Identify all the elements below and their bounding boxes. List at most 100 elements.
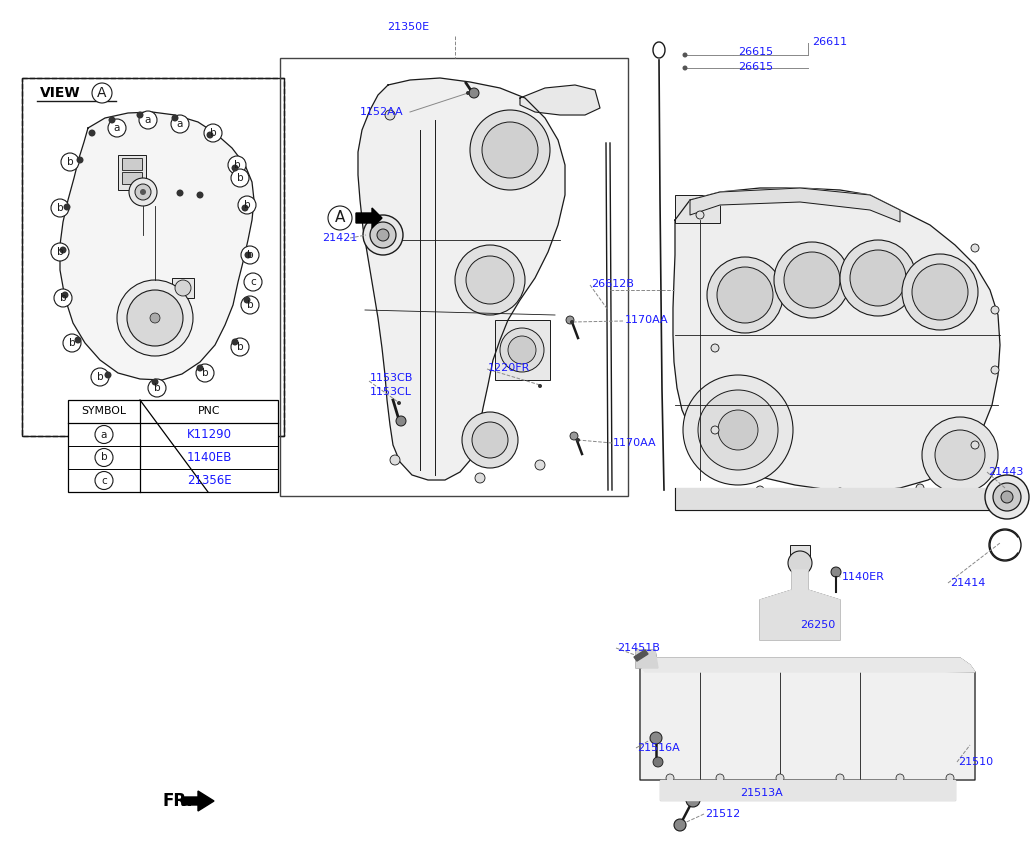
Circle shape — [716, 774, 724, 782]
Circle shape — [385, 110, 395, 120]
Circle shape — [711, 344, 719, 352]
Circle shape — [707, 257, 783, 333]
Circle shape — [475, 473, 485, 483]
Text: 21510: 21510 — [958, 757, 994, 767]
Circle shape — [244, 252, 252, 259]
Circle shape — [117, 280, 193, 356]
Circle shape — [148, 379, 166, 397]
Circle shape — [172, 114, 178, 121]
Circle shape — [109, 116, 116, 124]
Text: 21414: 21414 — [950, 578, 985, 588]
Circle shape — [63, 204, 70, 210]
Circle shape — [89, 130, 95, 137]
Circle shape — [508, 336, 536, 364]
Bar — [172, 278, 194, 298]
Circle shape — [95, 449, 113, 466]
Circle shape — [711, 426, 719, 434]
Circle shape — [535, 460, 545, 470]
Text: b: b — [246, 250, 254, 260]
Circle shape — [682, 53, 687, 58]
Bar — [22, 78, 284, 436]
Circle shape — [63, 334, 81, 352]
Text: b: b — [237, 173, 243, 183]
Circle shape — [472, 422, 508, 458]
Bar — [122, 158, 142, 170]
Text: b: b — [57, 203, 63, 213]
Circle shape — [92, 83, 112, 103]
Circle shape — [105, 371, 112, 378]
Polygon shape — [520, 85, 600, 115]
Circle shape — [75, 337, 82, 343]
Text: a: a — [177, 119, 183, 129]
Circle shape — [397, 401, 401, 405]
Circle shape — [232, 165, 238, 171]
Circle shape — [466, 256, 514, 304]
Circle shape — [971, 441, 979, 449]
Circle shape — [783, 252, 840, 308]
Circle shape — [244, 273, 262, 291]
Circle shape — [836, 488, 844, 496]
Circle shape — [61, 292, 68, 298]
Text: 1170AA: 1170AA — [625, 315, 669, 325]
Text: 21451B: 21451B — [617, 643, 660, 653]
Circle shape — [896, 660, 904, 668]
Text: b: b — [100, 453, 108, 462]
Circle shape — [77, 157, 84, 164]
Circle shape — [59, 247, 66, 254]
Circle shape — [570, 320, 574, 324]
Circle shape — [54, 289, 72, 307]
Circle shape — [369, 222, 396, 248]
Circle shape — [135, 184, 151, 200]
Polygon shape — [634, 650, 648, 661]
Circle shape — [390, 455, 400, 465]
Bar — [280, 58, 628, 496]
Circle shape — [698, 390, 778, 470]
Circle shape — [95, 426, 113, 444]
Circle shape — [241, 204, 248, 211]
Bar — [495, 320, 550, 380]
Circle shape — [576, 438, 580, 442]
Circle shape — [171, 115, 189, 133]
Circle shape — [946, 774, 954, 782]
Text: b: b — [68, 338, 76, 348]
Bar — [790, 545, 810, 565]
Circle shape — [756, 486, 764, 494]
Circle shape — [377, 229, 389, 241]
Text: b: b — [153, 383, 160, 393]
Text: c: c — [250, 277, 256, 287]
Text: 21512: 21512 — [705, 809, 740, 819]
Text: 21516A: 21516A — [637, 743, 680, 753]
Circle shape — [150, 313, 160, 323]
Circle shape — [232, 338, 238, 345]
Text: 21350E: 21350E — [387, 22, 430, 32]
Circle shape — [127, 290, 183, 346]
Circle shape — [197, 365, 204, 371]
Circle shape — [718, 410, 758, 450]
Circle shape — [686, 793, 700, 807]
Text: 26615: 26615 — [738, 62, 773, 72]
Text: b: b — [96, 372, 104, 382]
Circle shape — [566, 316, 574, 324]
Text: c: c — [101, 476, 107, 486]
Text: 21421: 21421 — [322, 233, 357, 243]
Text: A: A — [97, 86, 107, 100]
Circle shape — [666, 660, 674, 668]
Circle shape — [683, 375, 793, 485]
Text: b: b — [60, 293, 66, 303]
Bar — [118, 155, 146, 190]
Text: 1152AA: 1152AA — [360, 107, 404, 117]
Circle shape — [196, 364, 214, 382]
Circle shape — [95, 471, 113, 489]
Text: b: b — [202, 368, 208, 378]
Circle shape — [137, 111, 144, 119]
Text: a: a — [114, 123, 120, 133]
Text: 1220FR: 1220FR — [487, 363, 530, 373]
Circle shape — [108, 119, 126, 137]
Bar — [22, 78, 284, 436]
Bar — [122, 172, 142, 184]
Text: a: a — [145, 115, 151, 125]
Text: 21356E: 21356E — [186, 474, 231, 487]
Text: FR.: FR. — [162, 792, 193, 810]
Circle shape — [650, 732, 662, 744]
Text: b: b — [57, 247, 63, 257]
